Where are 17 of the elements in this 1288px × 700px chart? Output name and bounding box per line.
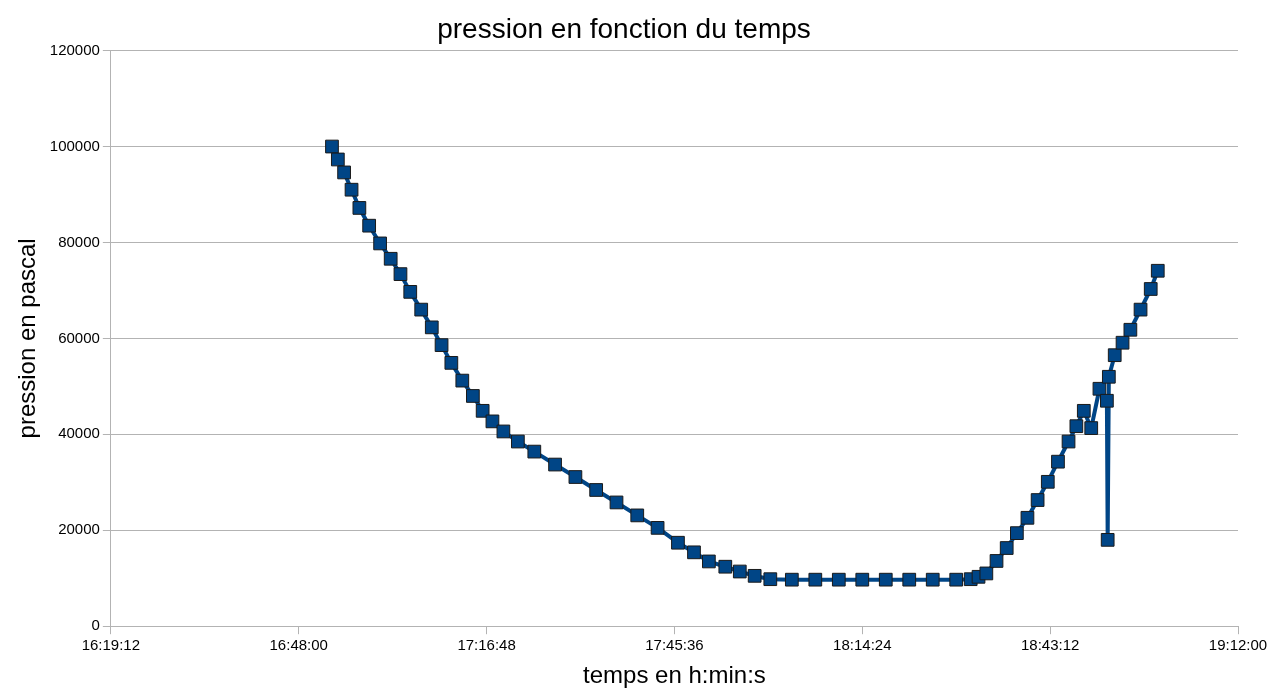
y-tick-label: 0 xyxy=(91,616,100,634)
x-tick-label: 18:14:24 xyxy=(833,636,892,654)
y-tick-label: 120000 xyxy=(49,40,100,58)
y-axis-title: pression en pascal xyxy=(13,238,41,439)
x-tick-label: 19:12:00 xyxy=(1208,636,1268,654)
x-tick-label: 17:45:36 xyxy=(645,636,704,654)
chart-title: pression en fonction du temps xyxy=(437,12,811,44)
y-tick-label: 60000 xyxy=(58,328,100,346)
x-tick-label: 17:16:48 xyxy=(457,636,516,654)
x-tick-label: 18:43:12 xyxy=(1020,636,1080,654)
y-tick-label: 40000 xyxy=(58,424,100,442)
x-tick-label: 16:19:12 xyxy=(81,636,141,654)
y-tick-label: 20000 xyxy=(58,520,100,538)
x-tick-label: 16:48:00 xyxy=(269,636,328,654)
y-tick-label: 100000 xyxy=(49,136,100,154)
x-axis-title: temps en h:min:s xyxy=(583,661,766,689)
y-tick-label: 80000 xyxy=(58,232,100,250)
